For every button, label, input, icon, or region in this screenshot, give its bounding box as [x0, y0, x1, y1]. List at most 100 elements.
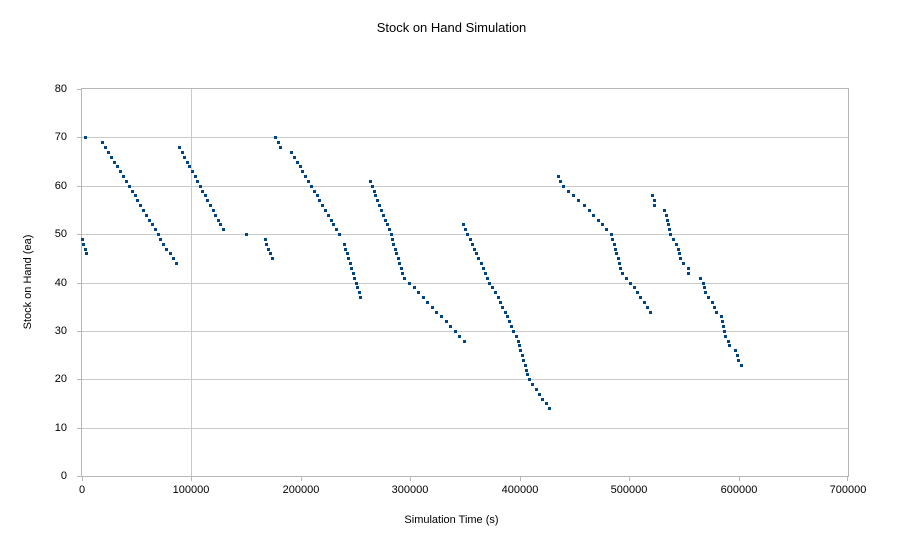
data-point [528, 378, 531, 381]
data-point [390, 233, 393, 236]
data-point [639, 296, 642, 299]
data-point [81, 238, 84, 241]
data-point [157, 233, 160, 236]
data-point [136, 199, 139, 202]
data-point [214, 214, 217, 217]
data-point [169, 252, 172, 255]
data-point [181, 151, 184, 154]
y-tick-label: 10 [54, 422, 67, 434]
x-axis-tick [301, 476, 302, 481]
data-point [445, 320, 448, 323]
data-point [541, 398, 544, 401]
data-point [557, 175, 560, 178]
data-point [440, 315, 443, 318]
data-point [267, 248, 270, 251]
data-point [162, 243, 165, 246]
y-axis-tick [77, 186, 82, 187]
data-point [545, 402, 548, 405]
data-point [84, 248, 87, 251]
data-point [737, 359, 740, 362]
data-point [338, 233, 341, 236]
data-point [499, 301, 502, 304]
x-tick-label: 600000 [720, 484, 758, 496]
data-point [506, 315, 509, 318]
data-point [154, 228, 157, 231]
data-point [296, 161, 299, 164]
data-point [388, 228, 391, 231]
data-point [713, 306, 716, 309]
data-point [458, 335, 461, 338]
data-point [538, 393, 541, 396]
data-point [417, 291, 420, 294]
data-point [711, 301, 714, 304]
data-point [724, 335, 727, 338]
data-point [518, 344, 521, 347]
data-point [491, 286, 494, 289]
data-point [274, 136, 277, 139]
data-point [618, 262, 621, 265]
x-tick-label: 300000 [391, 484, 429, 496]
data-point [462, 223, 465, 226]
data-point [245, 233, 248, 236]
data-point [265, 243, 268, 246]
data-point [663, 209, 666, 212]
data-point [675, 243, 678, 246]
data-point [395, 252, 398, 255]
x-tick-label: 100000 [172, 484, 210, 496]
y-gridline [82, 234, 848, 235]
x-axis-tick [520, 476, 521, 481]
y-tick-label: 30 [54, 325, 67, 337]
data-point [116, 165, 119, 168]
data-point [592, 214, 595, 217]
data-point [356, 286, 359, 289]
data-point [517, 340, 520, 343]
data-point [653, 204, 656, 207]
data-point [463, 340, 466, 343]
data-point [165, 248, 168, 251]
data-point [704, 291, 707, 294]
data-point [104, 146, 107, 149]
data-point [330, 219, 333, 222]
data-point [316, 194, 319, 197]
data-point [373, 190, 376, 193]
data-point [666, 219, 669, 222]
data-point [204, 194, 207, 197]
data-point [349, 262, 352, 265]
data-point [394, 248, 397, 251]
data-point [531, 383, 534, 386]
data-point [512, 330, 515, 333]
y-axis-tick [77, 331, 82, 332]
data-point [209, 204, 212, 207]
x-axis-title: Simulation Time (s) [404, 514, 499, 526]
data-point [625, 277, 628, 280]
data-point [559, 180, 562, 183]
data-point [397, 257, 400, 260]
y-axis-tick [77, 476, 82, 477]
data-point [151, 223, 154, 226]
data-point [669, 233, 672, 236]
data-point [358, 291, 361, 294]
data-point [408, 282, 411, 285]
data-point [369, 180, 372, 183]
data-point [667, 223, 670, 226]
data-point [191, 170, 194, 173]
data-point [519, 349, 522, 352]
data-point [736, 354, 739, 357]
data-point [380, 209, 383, 212]
data-point [159, 238, 162, 241]
data-point [497, 296, 500, 299]
y-tick-label: 60 [54, 180, 67, 192]
data-point [344, 248, 347, 251]
x-gridline [191, 89, 192, 476]
data-point [128, 185, 131, 188]
data-point [621, 272, 624, 275]
data-point [391, 238, 394, 241]
data-point [577, 199, 580, 202]
data-point [611, 238, 614, 241]
data-point [720, 315, 723, 318]
data-point [707, 296, 710, 299]
data-point [125, 180, 128, 183]
data-point [332, 223, 335, 226]
data-point [139, 204, 142, 207]
